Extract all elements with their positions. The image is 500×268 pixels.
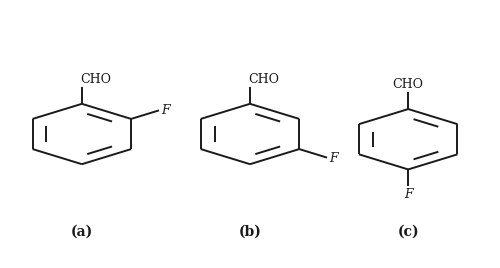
Text: (c): (c) [398,225,419,239]
Text: (b): (b) [238,225,262,239]
Text: F: F [404,188,412,200]
Text: F: F [329,152,338,165]
Text: CHO: CHO [392,78,424,91]
Text: (a): (a) [71,225,93,239]
Text: CHO: CHO [248,73,280,86]
Text: F: F [161,104,170,117]
Text: CHO: CHO [80,73,112,86]
